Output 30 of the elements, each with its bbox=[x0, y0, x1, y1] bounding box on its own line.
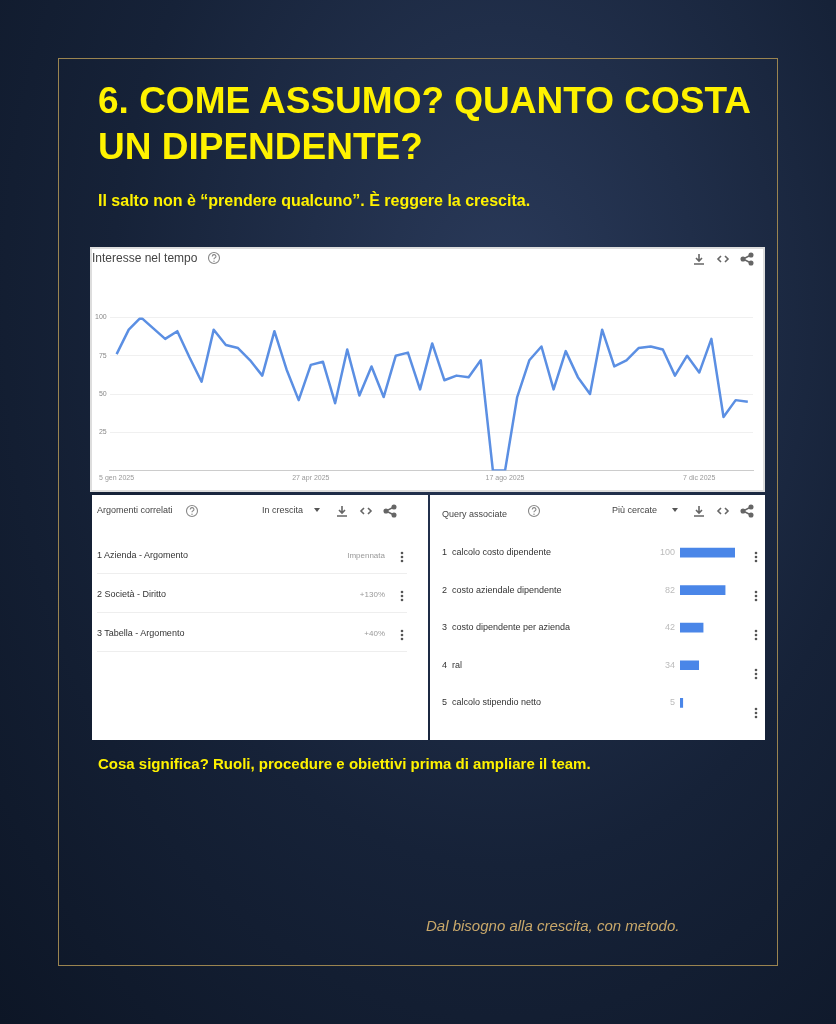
data-label: 100 bbox=[659, 547, 675, 558]
text: +40% bbox=[364, 629, 385, 638]
y-tick-label: 5 calcolo stipendio netto bbox=[442, 697, 542, 708]
text: Il salto non è “prendere qualcuno”. È reggere la crescita. bbox=[98, 192, 532, 210]
data-label: 82 bbox=[664, 584, 675, 595]
bar bbox=[680, 697, 684, 708]
text: 2 Società - Diritto bbox=[97, 589, 167, 599]
text: Argomenti correlati bbox=[97, 505, 173, 515]
chart-title: Interesse nel tempo bbox=[92, 250, 198, 265]
text: Impennata bbox=[347, 551, 385, 560]
bar bbox=[680, 622, 704, 633]
text: Più cercate bbox=[612, 505, 658, 515]
y-tick-label: 1 calcolo costo dipendente bbox=[442, 547, 552, 558]
text: Dal bisogno alla crescita, con metodo. bbox=[426, 917, 680, 934]
bar bbox=[680, 660, 700, 671]
text: +130% bbox=[359, 590, 385, 599]
data-label: 5 bbox=[669, 697, 675, 708]
text: In crescita bbox=[262, 505, 304, 515]
text: 3 Tabella - Argomento bbox=[97, 628, 185, 638]
text: Query associate bbox=[442, 508, 508, 519]
y-tick-label: 4 ral bbox=[442, 659, 463, 670]
data-label: 42 bbox=[664, 622, 675, 633]
bar bbox=[680, 585, 726, 595]
text: Cosa significa? Ruoli, procedure e obiettivi prima di ampliare il team. bbox=[98, 755, 592, 772]
data-label: 34 bbox=[664, 659, 675, 670]
text: 1 Azienda - Argomento bbox=[97, 550, 189, 560]
y-tick-label: 2 costo aziendale dipendente bbox=[442, 584, 562, 595]
text: 6. COME ASSUMO? QUANTO COSTA UN DIPENDENTE? bbox=[98, 79, 751, 169]
y-tick-label: 3 costo dipendente per azienda bbox=[442, 622, 571, 633]
bar bbox=[680, 547, 735, 558]
